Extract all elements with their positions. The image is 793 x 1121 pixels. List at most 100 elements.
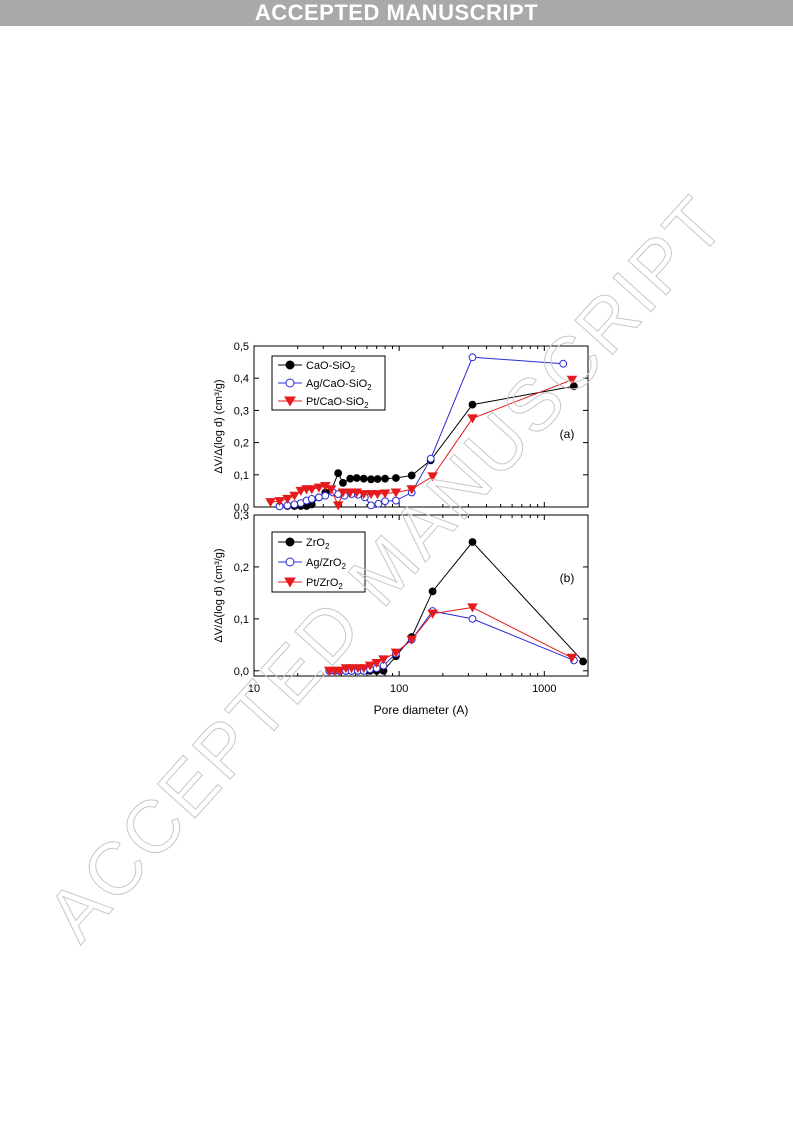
data-point [372, 490, 383, 500]
y-axis-label: ΔV/Δ(log d) (cm³/g) [213, 379, 225, 473]
panel-label: (a) [560, 427, 575, 441]
data-point [559, 359, 568, 368]
data-point [427, 472, 438, 482]
data-point [374, 499, 383, 508]
legend-marker [285, 557, 295, 567]
data-point [346, 664, 357, 674]
data-point [426, 454, 435, 463]
data-point [427, 609, 438, 619]
chart-panel-a: 0,0 0,1 0,2 0,3 0,4 0,5 ΔV/Δ(log d) (cm³/g) (a)… [213, 341, 589, 514]
y-axis-label: ΔV/Δ(log d) (cm³/g) [213, 548, 225, 642]
chart-panel-b: 0,0 0,1 0,2 0,3 10 100 1000 Pore diameter (A) ΔV… [213, 510, 589, 717]
legend-label: Pt/CaO-SiO2 [306, 396, 369, 410]
data-point [467, 414, 478, 424]
data-point [381, 497, 389, 506]
data-point [352, 474, 361, 482]
data-point [367, 475, 375, 484]
data-point [566, 375, 578, 385]
data-point [390, 648, 402, 658]
plot-frame [253, 345, 589, 508]
data-point [428, 587, 437, 596]
data-point [282, 494, 293, 504]
y-tick-label: 0,2 [234, 562, 249, 574]
data-point [468, 353, 477, 362]
y-tick-label: 0,3 [234, 405, 249, 417]
legend: ZrO2 Ag/ZrO2 Pt/ZrO2 [271, 531, 366, 593]
data-point [570, 382, 578, 391]
legend-marker [284, 396, 296, 407]
data-point [468, 538, 477, 546]
data-point [334, 469, 343, 478]
data-point [290, 500, 299, 509]
data-point [468, 400, 477, 409]
legend: CaO-SiO2 Ag/CaO-SiO2 Pt/CaO-SiO2 [271, 355, 386, 411]
data-point [406, 635, 417, 645]
x-axis-label: Pore diameter (A) [374, 703, 469, 717]
legend-label: Ag/CaO-SiO2 [306, 378, 372, 392]
legend-marker [285, 378, 295, 388]
data-point [325, 485, 337, 495]
data-point [274, 497, 285, 507]
data-point [306, 485, 318, 495]
series-line [329, 541, 584, 672]
plot-frame [253, 514, 589, 677]
y-tick-label: 0,5 [234, 341, 249, 353]
series-pt-cao-sio2 [265, 375, 578, 511]
data-point [467, 603, 478, 613]
accepted-manuscript-banner: ACCEPTED MANUSCRIPT [0, 0, 793, 26]
x-tick-label: 100 [390, 683, 408, 695]
data-point [407, 471, 416, 480]
data-point [289, 491, 300, 501]
data-point [390, 488, 402, 498]
legend-label: ZrO2 [306, 537, 330, 551]
data-point [346, 474, 355, 483]
data-point [392, 474, 400, 482]
legend-marker [284, 577, 296, 588]
data-point [265, 498, 276, 508]
data-point [378, 655, 389, 665]
data-point [358, 664, 369, 674]
series-pt-zro2 [323, 603, 578, 676]
data-point [379, 489, 391, 499]
data-point [371, 658, 382, 668]
data-point [344, 488, 356, 498]
data-point [334, 666, 346, 676]
data-point [337, 488, 349, 498]
series-line [329, 606, 573, 672]
data-point [381, 474, 389, 483]
y-tick-label: 0,1 [234, 470, 249, 482]
data-point [367, 501, 375, 510]
legend-marker [285, 537, 295, 547]
x-tick-label: 1000 [532, 683, 556, 695]
y-tick-label: 0,3 [234, 510, 249, 522]
data-point [332, 501, 344, 511]
y-tick-label: 0,0 [234, 502, 249, 514]
data-point [392, 496, 400, 505]
data-point [321, 491, 330, 500]
data-point [295, 486, 307, 496]
data-point [364, 661, 376, 671]
y-tick-label: 0,4 [234, 373, 249, 385]
y-tick-label: 0,2 [234, 438, 249, 450]
data-point [579, 657, 587, 666]
data-point [307, 495, 316, 503]
panel-label: (b) [560, 571, 575, 585]
y-tick-label: 0,1 [234, 614, 249, 626]
data-point [339, 478, 347, 487]
data-point [468, 614, 477, 623]
data-point [406, 485, 417, 495]
legend-label: CaO-SiO2 [306, 360, 356, 374]
x-tick-label: 10 [248, 683, 260, 695]
legend-marker [285, 360, 295, 370]
data-point [373, 475, 382, 483]
legend-label: Pt/ZrO2 [306, 577, 343, 591]
y-tick-label: 0,0 [234, 666, 249, 678]
data-point [365, 490, 377, 500]
legend-label: Ag/ZrO2 [306, 557, 346, 571]
series-ag-cao-sio2 [275, 353, 568, 511]
data-point [358, 490, 369, 500]
data-point [359, 474, 368, 483]
data-point [315, 493, 323, 502]
data-point [313, 483, 325, 493]
